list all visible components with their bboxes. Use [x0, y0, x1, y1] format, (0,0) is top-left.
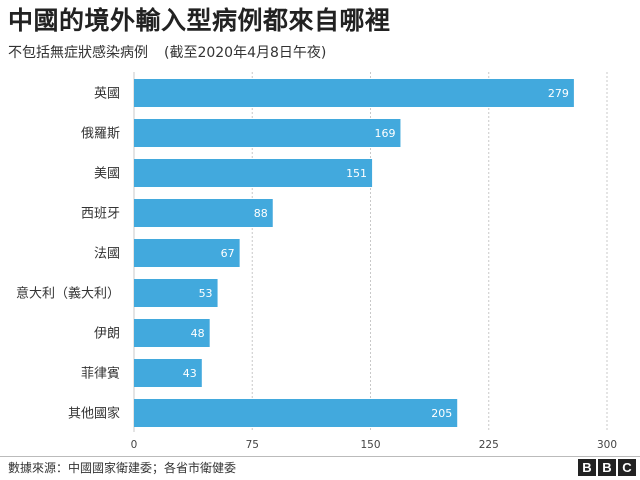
category-label: 法國 [94, 247, 120, 262]
x-tick-label: 300 [597, 439, 617, 451]
footer-divider [0, 456, 640, 457]
data-label: 279 [548, 87, 569, 100]
data-label: 67 [221, 247, 235, 260]
data-label: 205 [431, 407, 452, 420]
bar [134, 359, 202, 387]
data-label: 88 [254, 207, 268, 220]
bar [134, 399, 458, 427]
category-label: 伊朗 [94, 327, 120, 342]
category-label: 其他國家 [68, 406, 120, 422]
category-label: 美國 [94, 167, 120, 182]
x-tick-label: 150 [360, 439, 380, 451]
source-note: 數據來源：中國國家衛建委；各省市衛健委 [8, 461, 237, 475]
data-label: 48 [191, 327, 205, 340]
category-label: 英國 [94, 87, 120, 102]
category-label: 菲律賓 [81, 366, 120, 382]
x-tick-label: 225 [479, 439, 499, 451]
x-tick-label: 0 [131, 439, 138, 451]
category-label: 俄羅斯 [81, 127, 120, 142]
data-label: 169 [374, 127, 395, 140]
data-label: 43 [183, 367, 197, 380]
bar-chart: 0 75 150 225 300 英國 279 俄羅斯 169 美國 151 西班牙 88 法國 67 意大利… [16, 72, 617, 451]
bar [134, 279, 218, 307]
bar [134, 119, 401, 147]
subtitle-text: 不包括無症狀感染病例 [8, 45, 148, 61]
bbc-logo: B B C [578, 459, 636, 476]
logo-letter-c: C [618, 459, 636, 476]
bar [134, 239, 240, 267]
chart-subtitle: 不包括無症狀感染病例 (截至2020年4月8日午夜) [8, 43, 326, 63]
logo-letter-b2: B [598, 459, 616, 476]
x-tick-label: 75 [246, 439, 259, 451]
subtitle-date-note: (截至2020年4月8日午夜) [164, 45, 327, 61]
bar [134, 159, 373, 187]
bar [134, 199, 273, 227]
bar [134, 319, 210, 347]
bar [134, 79, 574, 107]
logo-letter-b1: B [578, 459, 596, 476]
chart-title: 中國的境外輸入型病例都來自哪裡 [8, 6, 391, 35]
category-label: 西班牙 [81, 207, 120, 222]
data-label: 53 [199, 287, 213, 300]
category-label: 意大利（義大利） [16, 286, 120, 302]
data-label: 151 [346, 167, 367, 180]
